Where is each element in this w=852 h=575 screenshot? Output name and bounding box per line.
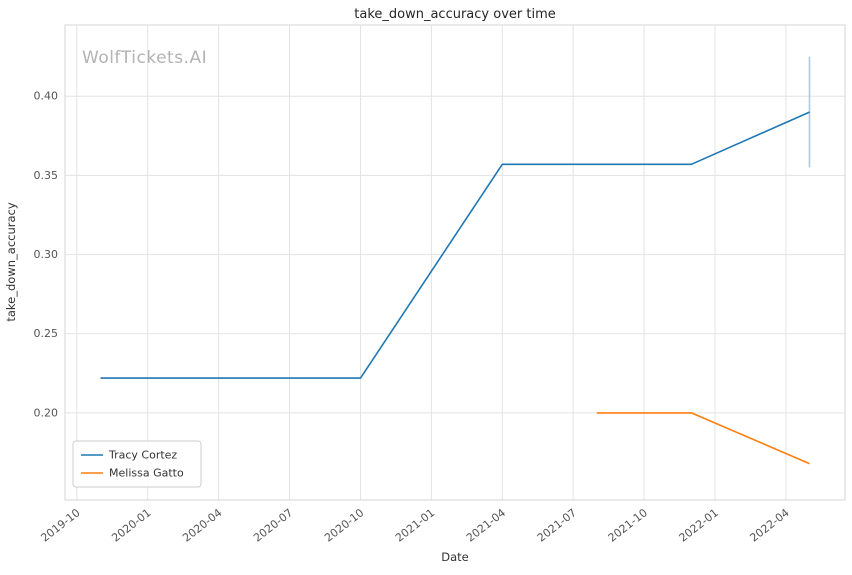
- series-line-melissa-gatto: [596, 412, 810, 465]
- x-tick-label: 2021-10: [606, 506, 650, 545]
- legend-label-tracy-cortez: Tracy Cortez: [108, 449, 177, 462]
- x-tick-label: 2021-01: [393, 506, 437, 545]
- plot-border: [64, 24, 846, 501]
- x-tick-label: 2020-04: [180, 506, 224, 545]
- y-tick-label: 0.35: [34, 169, 59, 182]
- x-tick-label: 2021-04: [464, 506, 508, 545]
- x-tick-label: 2021-07: [535, 506, 579, 545]
- legend-label-melissa-gatto: Melissa Gatto: [109, 467, 184, 480]
- y-tick-label: 0.30: [34, 248, 59, 261]
- y-tick-label: 0.25: [34, 327, 59, 340]
- x-tick-label: 2019-10: [38, 506, 82, 545]
- series-line-tracy-cortez: [100, 111, 810, 379]
- x-tick-label: 2020-07: [251, 506, 295, 545]
- watermark: WolfTickets.AI: [82, 48, 207, 68]
- legend: Tracy Cortez Melissa Gatto: [72, 440, 202, 488]
- y-axis-label: take_down_accuracy: [4, 202, 18, 321]
- legend-box: [72, 440, 202, 488]
- x-tick-label: 2020-01: [109, 506, 153, 545]
- x-tick-label: 2022-01: [677, 506, 721, 545]
- chart-title: take_down_accuracy over time: [354, 7, 555, 22]
- x-axis-label: Date: [441, 550, 469, 564]
- x-tick-label: 2020-10: [322, 506, 366, 545]
- y-tick-label: 0.40: [34, 90, 59, 103]
- y-tick-label: 0.20: [34, 406, 59, 419]
- x-tick-label: 2022-04: [748, 506, 792, 545]
